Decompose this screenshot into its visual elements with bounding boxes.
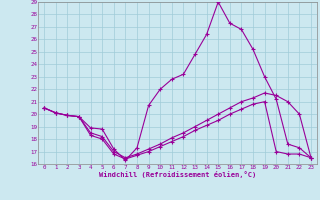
- X-axis label: Windchill (Refroidissement éolien,°C): Windchill (Refroidissement éolien,°C): [99, 171, 256, 178]
